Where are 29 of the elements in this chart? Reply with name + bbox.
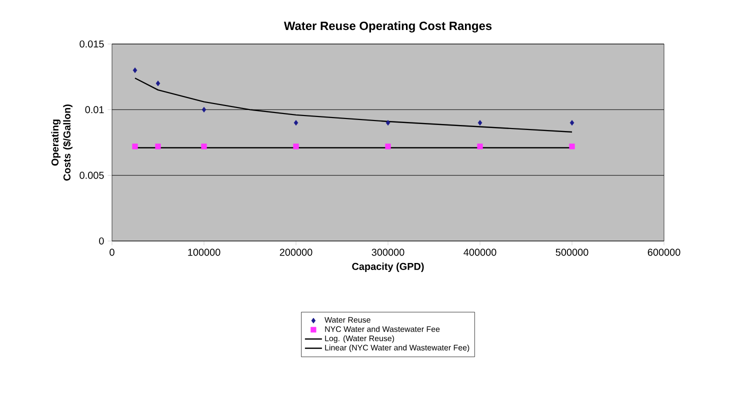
x-tick-label: 600000 (648, 248, 680, 256)
y-tick-label: 0.005 (80, 172, 104, 179)
point (386, 120, 390, 126)
x-tick-label: 500000 (556, 248, 588, 256)
point (477, 144, 483, 150)
point (385, 144, 391, 150)
point (293, 144, 299, 150)
y-tick-label: 0.01 (85, 106, 104, 114)
point (478, 120, 482, 126)
chart-title: Water Reuse Operating Cost Ranges (284, 21, 492, 32)
point (569, 144, 575, 150)
y-tick-label: 0 (99, 237, 104, 245)
x-axis-title: Capacity (GPD) (352, 262, 424, 272)
x-tick-label: 0 (110, 248, 114, 256)
point (132, 144, 138, 150)
x-tick-label: 100000 (188, 248, 220, 256)
point (201, 144, 207, 150)
x-tick-label: 300000 (372, 248, 404, 256)
point (155, 144, 161, 150)
point (202, 106, 206, 112)
x-tick-label: 400000 (464, 248, 496, 256)
x-tick-label: 200000 (280, 248, 312, 256)
point (132, 67, 138, 74)
y-tick-label: 0.015 (80, 40, 104, 48)
point (156, 80, 160, 86)
line-series (134, 78, 573, 133)
point (294, 120, 298, 126)
point (570, 120, 574, 126)
y-axis-title: Operating Costs ($/Gallon) (51, 104, 72, 181)
